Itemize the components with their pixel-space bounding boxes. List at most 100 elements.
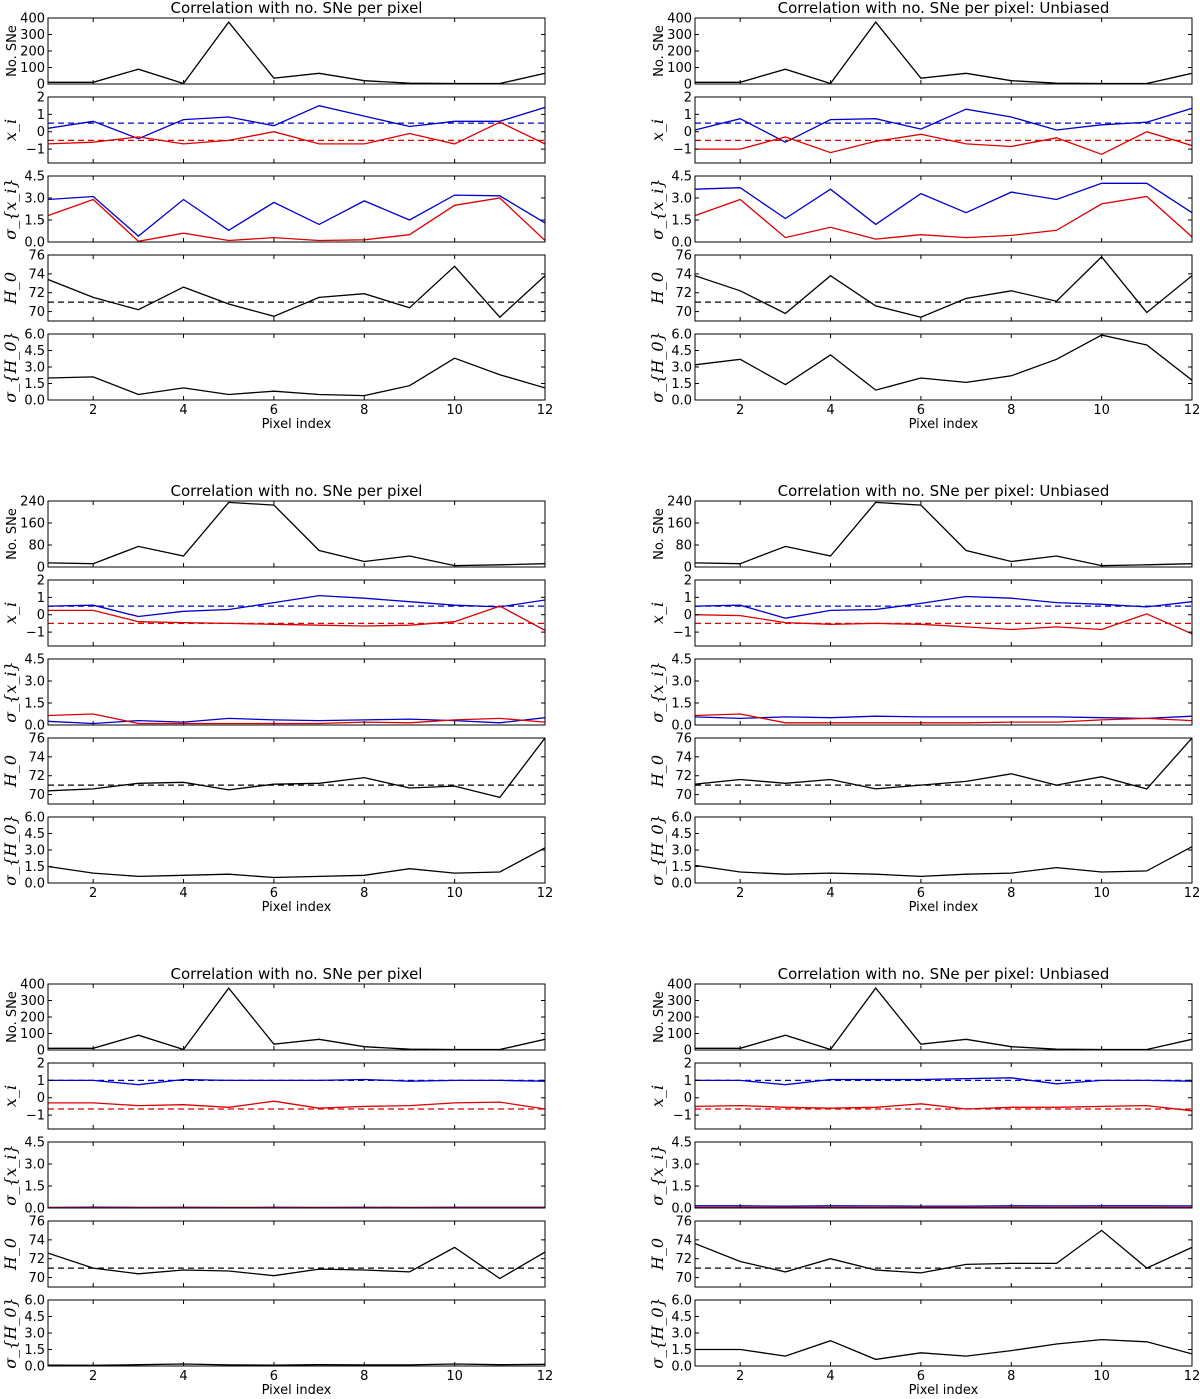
x-axis-label: Pixel index xyxy=(909,1383,979,1398)
series-no-sne xyxy=(695,21,1192,84)
xtick-label: 2 xyxy=(89,886,97,901)
xtick-label: 12 xyxy=(1184,886,1200,901)
series-x-2 xyxy=(695,1103,1192,1112)
panel-1-ylabel: x_i xyxy=(648,119,667,141)
panel-4: 0.0 1.53.0 4.56.0 σ_{H_0} xyxy=(648,811,1193,892)
series-h-0 xyxy=(695,738,1192,790)
series--h-0 xyxy=(48,357,545,397)
panel-3-ylabel: H_0 xyxy=(648,1238,667,1271)
ytick-label: 1 xyxy=(684,108,692,123)
ytick-label: 300 xyxy=(667,994,692,1009)
panel-4: 0.0 1.53.0 4.56.0 σ_{H_0} xyxy=(648,328,1193,409)
ytick-label: 74 xyxy=(28,750,45,765)
ytick-label: 0.0 xyxy=(24,1202,45,1217)
ytick-label: 70 xyxy=(28,788,45,803)
ytick-label: 160 xyxy=(667,517,692,532)
ytick-label: 0.0 xyxy=(671,719,692,734)
ytick-label: 0 xyxy=(684,125,692,140)
ytick-label: 0 xyxy=(37,561,45,576)
ytick-label: 1 xyxy=(684,591,692,606)
series-no-sne xyxy=(48,501,545,567)
xtick-label: 6 xyxy=(917,1369,925,1384)
xtick-label: 4 xyxy=(179,886,187,901)
panel-4: 0.0 1.53.0 4.56.0 σ_{H_0} xyxy=(648,1294,1193,1375)
ytick-label: 1 xyxy=(37,108,45,123)
ytick-label: 0 xyxy=(37,1044,45,1059)
ytick-label: 3.0 xyxy=(671,192,692,207)
xtick-label: 10 xyxy=(1093,403,1110,418)
panel-frame xyxy=(694,579,1193,647)
panel-frame xyxy=(47,175,546,243)
ytick-label: 72 xyxy=(28,286,45,301)
panel-1: −1 0 1 2 x_i xyxy=(1,574,546,647)
panel-1: −1 0 1 2 x_i xyxy=(648,91,1193,164)
ytick-label: 400 xyxy=(20,12,45,27)
ytick-label: 1.5 xyxy=(24,1343,45,1358)
x-axis-label: Pixel index xyxy=(262,417,332,432)
ytick-label: 300 xyxy=(20,28,45,43)
ytick-label: 0.0 xyxy=(671,236,692,251)
series--x-1 xyxy=(695,715,1192,720)
panel-frame xyxy=(694,658,1193,726)
panel-3-ylabel: H_0 xyxy=(1,1238,20,1271)
chart-5: Correlation with no. SNe per pixel: Unbi… xyxy=(648,965,1200,1398)
panel-3: 70 72 74 76 H_0 xyxy=(648,732,1193,805)
panel-2: 0.0 1.5 3.0 4.5 σ_{x_i} xyxy=(648,1136,1193,1217)
x-axis-label: Pixel index xyxy=(909,417,979,432)
panel-frame xyxy=(47,1220,546,1288)
panel-4-ylabel: σ_{H_0} xyxy=(1,1297,20,1368)
panel-1-ylabel: x_i xyxy=(1,602,20,624)
chart-0: Correlation with no. SNe per pixel010020… xyxy=(1,0,553,432)
series-h-0 xyxy=(48,265,545,319)
panel-1: −1 0 1 2 x_i xyxy=(1,91,546,164)
ytick-label: 0.0 xyxy=(24,1360,45,1375)
ytick-label: 70 xyxy=(675,788,692,803)
chart-2: Correlation with no. SNe per pixel080160… xyxy=(1,482,553,915)
ytick-label: 1.5 xyxy=(671,1180,692,1195)
panel-0-ylabel: No. SNe xyxy=(652,25,667,77)
ytick-label: 1.5 xyxy=(671,860,692,875)
panel-frame xyxy=(694,1299,1193,1367)
panel-2: 0.0 1.5 3.0 4.5 σ_{x_i} xyxy=(1,170,546,251)
ytick-label: 1.5 xyxy=(671,697,692,712)
xtick-label: 10 xyxy=(446,886,463,901)
ytick-label: −1 xyxy=(673,143,692,158)
ytick-label: 1 xyxy=(684,1074,692,1089)
chart-title: Correlation with no. SNe per pixel xyxy=(171,482,423,500)
xtick-label: 12 xyxy=(1184,1369,1200,1384)
xtick-label: 6 xyxy=(270,403,278,418)
ytick-label: 200 xyxy=(667,1011,692,1026)
xtick-label: 12 xyxy=(537,886,554,901)
ytick-label: 72 xyxy=(675,769,692,784)
xtick-label: 2 xyxy=(736,1369,744,1384)
ytick-label: 3.0 xyxy=(24,675,45,690)
panel-2-ylabel: σ_{x_i} xyxy=(648,661,667,722)
ytick-label: −1 xyxy=(26,626,45,641)
ytick-label: 72 xyxy=(675,286,692,301)
series-h-0 xyxy=(695,255,1192,318)
ytick-label: 3.0 xyxy=(671,361,692,376)
panel-4-ylabel: σ_{H_0} xyxy=(648,814,667,885)
panel-1-ylabel: x_i xyxy=(1,1085,20,1107)
ytick-label: 0.0 xyxy=(671,1360,692,1375)
panel-frame xyxy=(694,333,1193,401)
ytick-label: 0 xyxy=(37,125,45,140)
xtick-label: 12 xyxy=(537,1369,554,1384)
ytick-label: 0 xyxy=(37,608,45,623)
series-x-2 xyxy=(48,605,545,631)
series-x-1 xyxy=(695,1077,1192,1086)
panel-2: 0.0 1.5 3.0 4.5 σ_{x_i} xyxy=(1,653,546,734)
ytick-label: 240 xyxy=(20,495,45,510)
ytick-label: 400 xyxy=(20,978,45,993)
ytick-label: 240 xyxy=(667,495,692,510)
panel-2: 0.0 1.5 3.0 4.5 σ_{x_i} xyxy=(648,170,1193,251)
panel-1: −1 0 1 2 x_i xyxy=(648,1057,1193,1130)
ytick-label: 74 xyxy=(675,750,692,765)
panel-frame xyxy=(694,175,1193,243)
panel-frame xyxy=(694,1220,1193,1288)
panel-1: −1 0 1 2 x_i xyxy=(1,1057,546,1130)
panel-frame xyxy=(47,579,546,647)
